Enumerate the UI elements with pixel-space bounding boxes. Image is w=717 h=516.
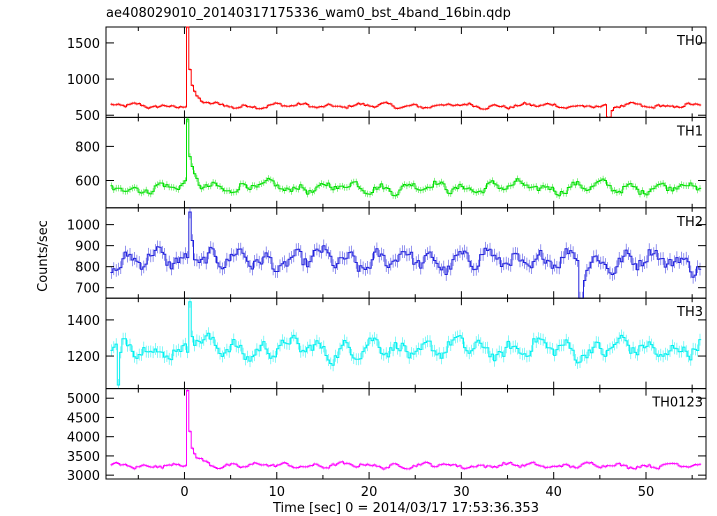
x-tick-label: 50 bbox=[638, 485, 655, 500]
panel-th2: 700 800 900 1000 TH2 bbox=[67, 207, 707, 299]
y-tick-label: 4500 bbox=[67, 411, 100, 426]
series-line-th3 bbox=[110, 301, 702, 386]
series-line-th0123 bbox=[110, 390, 702, 470]
x-tick-label: 40 bbox=[545, 485, 562, 500]
y-axis-label: Counts/sec bbox=[36, 220, 51, 292]
x-axis-label: Time [sec] 0 = 2014/03/17 17:53:36.353 bbox=[272, 501, 539, 516]
y-tick-label: 1500 bbox=[67, 37, 100, 52]
y-tick-label: 1000 bbox=[67, 219, 100, 234]
error-bars-th1 bbox=[111, 117, 701, 200]
y-tick-label: 800 bbox=[75, 140, 100, 155]
series-line-th2 bbox=[110, 211, 702, 299]
y-tick-label: 700 bbox=[75, 282, 100, 297]
x-tick-label: 10 bbox=[268, 485, 285, 500]
panel-label-th3: TH3 bbox=[676, 305, 703, 320]
x-tick-label: 20 bbox=[361, 485, 378, 500]
y-tick-label: 5000 bbox=[67, 392, 100, 407]
x-tick-label: 0 bbox=[180, 485, 188, 500]
panel-label-th1: TH1 bbox=[676, 124, 703, 139]
panel-th1: 600 800 TH1 bbox=[75, 116, 707, 209]
panel-frame bbox=[105, 116, 707, 209]
panel-label-th0: TH0 bbox=[676, 34, 703, 49]
error-bars-th3 bbox=[111, 298, 701, 389]
panel-th0: 500 1000 1500 TH0 bbox=[67, 26, 707, 124]
series-line-th0 bbox=[110, 26, 702, 118]
series-line-th1 bbox=[110, 118, 702, 197]
y-tick-label: 1200 bbox=[67, 350, 100, 365]
y-tick-label: 1400 bbox=[67, 314, 100, 329]
y-tick-label: 3500 bbox=[67, 450, 100, 465]
panel-label-th0123: TH0123 bbox=[651, 396, 703, 411]
panel-th0123: 3000 3500 4000 4500 5000 TH0123 bbox=[67, 388, 707, 484]
y-tick-label: 1000 bbox=[67, 73, 100, 88]
panel-label-th2: TH2 bbox=[676, 215, 703, 230]
chart-title: ae408029010_20140317175336_wam0_bst_4ban… bbox=[106, 6, 511, 21]
panel-th3: 1200 1400 TH3 bbox=[67, 297, 707, 390]
panel-frame bbox=[105, 26, 707, 118]
x-tick-label: 30 bbox=[453, 485, 470, 500]
y-tick-label: 800 bbox=[75, 261, 100, 276]
error-bars-th0 bbox=[111, 27, 701, 118]
y-tick-label: 600 bbox=[75, 175, 100, 190]
panel-frame bbox=[105, 388, 707, 480]
y-tick-label: 3000 bbox=[67, 469, 100, 484]
y-tick-label: 900 bbox=[75, 240, 100, 255]
y-tick-label: 500 bbox=[75, 109, 100, 124]
y-tick-label: 4000 bbox=[67, 431, 100, 446]
